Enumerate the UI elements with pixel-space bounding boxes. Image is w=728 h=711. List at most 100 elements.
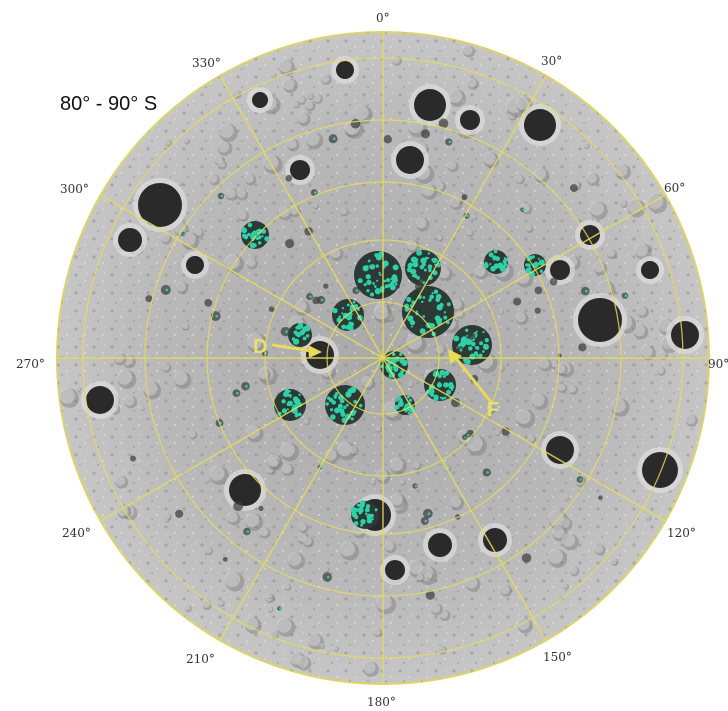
- ice-deposit: [408, 398, 413, 402]
- crater-rim: [594, 544, 604, 554]
- crater-shadow: [483, 528, 507, 552]
- ice-deposit: [448, 140, 452, 144]
- ice-deposit: [423, 268, 427, 272]
- crater-rim: [565, 495, 569, 500]
- ice-deposit: [385, 278, 391, 283]
- ice-deposit: [493, 249, 498, 254]
- latitude-ring: [326, 301, 440, 415]
- lon-label-150: 150°: [543, 650, 572, 664]
- ice-deposit: [528, 255, 533, 261]
- ice-deposit: [446, 302, 451, 307]
- crater-rim: [568, 385, 576, 393]
- dark-spot: [534, 307, 541, 314]
- dark-spot: [258, 506, 264, 512]
- crater-rim: [224, 571, 241, 588]
- crater-rim: [140, 406, 144, 411]
- crater-rim: [375, 468, 388, 481]
- ice-deposit: [503, 263, 508, 267]
- ice-deposit: [250, 233, 257, 240]
- ice-deposit: [396, 400, 399, 403]
- crater-rim: [436, 234, 443, 241]
- crater-rim: [348, 445, 357, 454]
- crater-rim: [362, 661, 376, 674]
- ice-deposit: [624, 294, 628, 298]
- ice-deposit: [414, 484, 418, 488]
- crater-rim: [340, 207, 347, 215]
- crater-rim: [452, 299, 462, 310]
- crater-rim: [165, 139, 171, 146]
- ice-deposit: [215, 314, 218, 318]
- crater-rim: [320, 74, 330, 83]
- ice-deposit: [484, 261, 488, 265]
- crater-rim: [472, 214, 477, 220]
- ice-deposit: [525, 263, 529, 267]
- dark-spot: [285, 238, 295, 249]
- crater-rim: [287, 139, 297, 149]
- crater-rim: [117, 369, 133, 385]
- ice-deposit: [395, 278, 398, 281]
- ice-deposit: [345, 391, 352, 398]
- ice-deposit: [353, 304, 359, 309]
- crater-shadow: [118, 228, 142, 252]
- crater-rim: [281, 463, 292, 474]
- ice-deposit: [579, 478, 583, 481]
- crater-rim: [450, 197, 460, 208]
- ice-deposit: [448, 383, 455, 390]
- crater-rim: [462, 45, 473, 55]
- meridian: [100, 194, 384, 359]
- ice-deposit: [387, 283, 392, 288]
- crater-rim: [312, 203, 318, 209]
- crater-shadow: [524, 109, 556, 141]
- crater-rim: [59, 388, 75, 404]
- ice-deposit: [364, 507, 370, 513]
- crater-rim: [269, 457, 279, 467]
- ice-deposit: [165, 288, 169, 292]
- ice-deposit: [336, 409, 340, 413]
- ice-deposit: [331, 415, 335, 420]
- crater-rim: [375, 425, 381, 432]
- crater-rim: [208, 174, 218, 183]
- ice-deposit: [314, 191, 317, 194]
- meridian: [382, 75, 547, 359]
- ice-deposit: [392, 264, 399, 271]
- ice-deposit: [320, 298, 324, 302]
- crater-rim: [515, 96, 529, 110]
- ice-deposit: [419, 328, 426, 335]
- crater-rim: [304, 100, 314, 110]
- ice-deposit: [429, 296, 433, 300]
- crater-shadow: [138, 183, 182, 227]
- ice-deposit: [483, 262, 489, 269]
- crater-shadow: [671, 321, 699, 349]
- crater-rim: [181, 231, 196, 246]
- ice-deposit: [422, 296, 426, 299]
- dark-spot: [425, 590, 435, 600]
- ice-deposit: [444, 370, 450, 376]
- crater-rim: [415, 217, 427, 229]
- crater-rim: [176, 281, 186, 292]
- ice-deposit: [325, 402, 329, 406]
- crater-rim: [558, 383, 566, 392]
- crater-rim: [329, 247, 341, 259]
- ice-deposit: [412, 261, 419, 268]
- crater-rim: [413, 462, 420, 469]
- ice-deposit: [360, 518, 366, 525]
- meridian: [382, 194, 666, 359]
- crater-rim: [435, 345, 444, 354]
- crater-rim: [610, 558, 617, 565]
- crater-rim: [182, 323, 189, 330]
- ice-deposit: [341, 324, 346, 330]
- ice-deposit: [326, 575, 330, 579]
- lon-label-180: 180°: [367, 695, 396, 709]
- ice-deposit: [302, 336, 307, 341]
- ice-deposit: [247, 222, 253, 228]
- crater-rim: [416, 573, 424, 581]
- dark-spot: [451, 397, 461, 408]
- ice-deposit: [482, 330, 485, 334]
- surface-features: [59, 45, 704, 678]
- ice-deposit: [482, 350, 485, 353]
- crater-rim: [271, 631, 278, 638]
- crater-rim: [143, 381, 158, 396]
- crater-rim: [307, 633, 321, 647]
- crater-rim: [589, 201, 604, 216]
- ice-deposit: [367, 259, 371, 263]
